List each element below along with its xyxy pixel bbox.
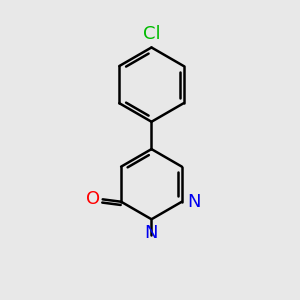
Text: O: O bbox=[85, 190, 100, 208]
Text: N: N bbox=[145, 224, 158, 242]
Text: Cl: Cl bbox=[143, 25, 160, 43]
Text: N: N bbox=[187, 193, 200, 211]
